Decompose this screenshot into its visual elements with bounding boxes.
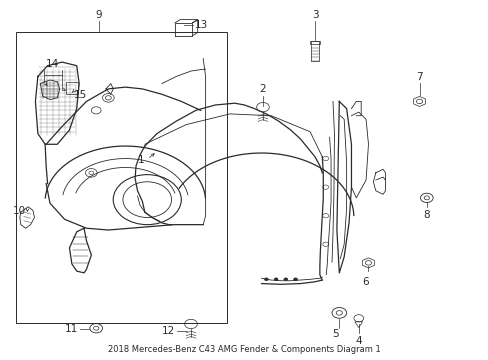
Bar <box>309 41 320 44</box>
Circle shape <box>264 278 268 281</box>
Circle shape <box>293 278 297 281</box>
Text: 1: 1 <box>138 156 144 165</box>
Text: 8: 8 <box>423 210 429 220</box>
Text: 13: 13 <box>195 19 208 30</box>
Text: 14: 14 <box>46 59 59 69</box>
Text: 6: 6 <box>361 277 367 287</box>
Bar <box>310 41 318 61</box>
Text: 11: 11 <box>65 324 78 334</box>
Circle shape <box>274 278 278 281</box>
Circle shape <box>284 278 287 281</box>
Text: 10: 10 <box>13 206 26 216</box>
Text: 2: 2 <box>259 84 266 94</box>
Bar <box>16 32 227 323</box>
Text: 15: 15 <box>73 90 86 100</box>
Bar <box>65 82 78 94</box>
Text: 9: 9 <box>95 10 102 20</box>
Text: 3: 3 <box>311 10 318 20</box>
Text: 4: 4 <box>355 336 361 346</box>
Text: 7: 7 <box>415 72 422 82</box>
Text: 2018 Mercedes-Benz C43 AMG Fender & Components Diagram 1: 2018 Mercedes-Benz C43 AMG Fender & Comp… <box>108 345 380 354</box>
Text: 5: 5 <box>332 329 339 339</box>
Text: 12: 12 <box>162 326 175 336</box>
